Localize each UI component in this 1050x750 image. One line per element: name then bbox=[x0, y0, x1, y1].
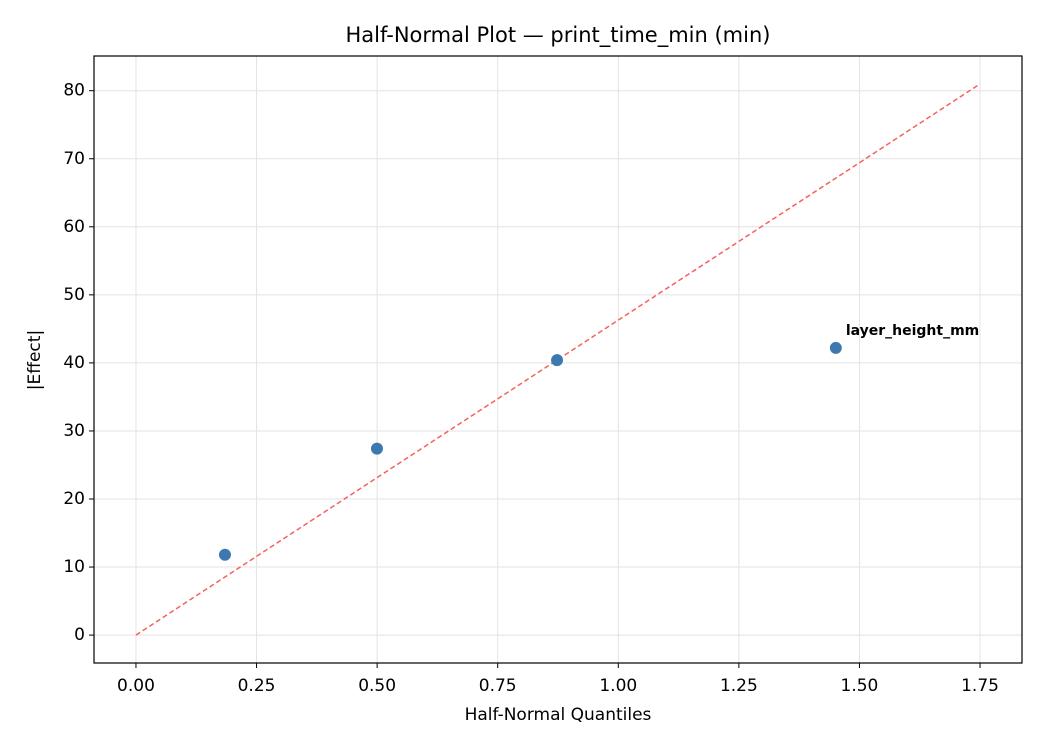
y-tick-label: 80 bbox=[63, 81, 85, 101]
x-axis-label: Half-Normal Quantiles bbox=[465, 705, 652, 725]
x-tick-label: 1.00 bbox=[599, 676, 637, 696]
x-tick-label: 0.25 bbox=[238, 676, 276, 696]
x-tick-label: 1.50 bbox=[841, 676, 879, 696]
y-tick-label: 60 bbox=[63, 217, 85, 237]
y-tick-label: 20 bbox=[63, 489, 85, 509]
data-point bbox=[551, 354, 564, 367]
chart-title: Half-Normal Plot — print_time_min (min) bbox=[346, 23, 771, 48]
plot-frame bbox=[93, 55, 1023, 664]
x-tick-label: 0.00 bbox=[117, 676, 155, 696]
y-tick-label: 30 bbox=[63, 421, 85, 441]
y-tick-label: 50 bbox=[63, 285, 85, 305]
x-tick-label: 1.75 bbox=[961, 676, 999, 696]
data-point bbox=[829, 341, 842, 354]
data-point bbox=[218, 548, 231, 561]
point-label: layer_height_mm bbox=[846, 323, 979, 339]
data-point bbox=[370, 442, 383, 455]
x-tick-label: 1.25 bbox=[720, 676, 758, 696]
y-axis-label: |Effect| bbox=[25, 330, 45, 390]
y-tick-label: 10 bbox=[63, 557, 85, 577]
y-tick-label: 0 bbox=[74, 625, 85, 645]
x-tick-label: 0.50 bbox=[358, 676, 396, 696]
y-tick-label: 40 bbox=[63, 353, 85, 373]
y-tick-label: 70 bbox=[63, 149, 85, 169]
x-tick-label: 0.75 bbox=[479, 676, 517, 696]
